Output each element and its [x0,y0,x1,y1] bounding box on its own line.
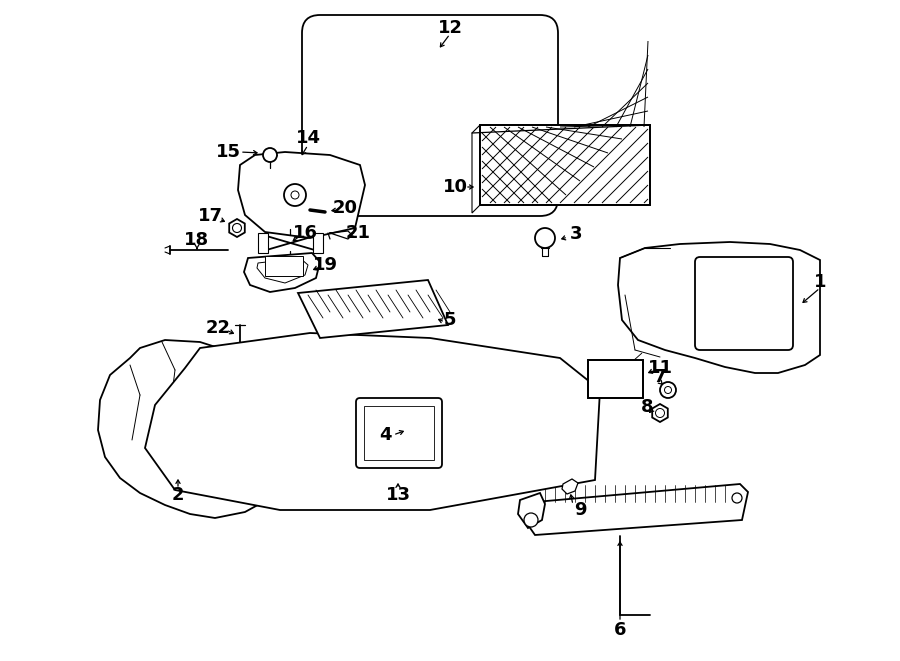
Polygon shape [244,253,320,292]
Bar [265,256,303,276]
Text: 10: 10 [443,178,467,196]
Text: 8: 8 [641,398,653,416]
Text: 14: 14 [295,129,320,147]
Text: 15: 15 [215,143,240,161]
Text: 12: 12 [437,19,463,37]
Polygon shape [230,219,245,237]
Text: 3: 3 [570,225,582,243]
Text: 18: 18 [184,231,210,249]
Bar [588,360,643,398]
Polygon shape [472,125,480,213]
Polygon shape [618,242,820,373]
FancyBboxPatch shape [695,257,793,350]
Circle shape [664,387,671,393]
Circle shape [263,148,277,162]
Bar [588,360,643,398]
Text: 4: 4 [379,426,392,444]
Circle shape [660,382,676,398]
Polygon shape [518,493,545,528]
Text: 22: 22 [205,319,230,337]
Polygon shape [258,233,268,253]
Bar [364,406,434,460]
Text: 21: 21 [346,224,371,242]
Text: 19: 19 [312,256,338,274]
Text: 11: 11 [647,359,672,377]
Polygon shape [257,258,308,283]
FancyBboxPatch shape [356,398,442,468]
Circle shape [524,513,538,527]
Text: 16: 16 [292,224,318,242]
Text: 6: 6 [614,621,626,639]
Text: 2: 2 [172,486,184,504]
Polygon shape [652,404,668,422]
Text: 20: 20 [332,199,357,217]
Text: 7: 7 [653,368,666,386]
Polygon shape [562,479,578,494]
Polygon shape [145,333,600,510]
Text: 1: 1 [814,273,826,291]
Text: 13: 13 [385,486,410,504]
Bar [480,125,650,205]
Polygon shape [313,233,323,253]
Circle shape [732,493,742,503]
Bar [480,125,650,205]
Circle shape [284,184,306,206]
Text: 17: 17 [197,207,222,225]
Text: 5: 5 [444,311,456,329]
FancyBboxPatch shape [302,15,558,216]
Circle shape [535,228,555,248]
Polygon shape [98,340,298,518]
Circle shape [291,191,299,199]
Polygon shape [528,484,748,535]
Polygon shape [298,280,448,338]
Polygon shape [238,152,365,238]
Circle shape [655,408,664,418]
Text: 9: 9 [574,501,586,519]
Circle shape [232,223,241,233]
